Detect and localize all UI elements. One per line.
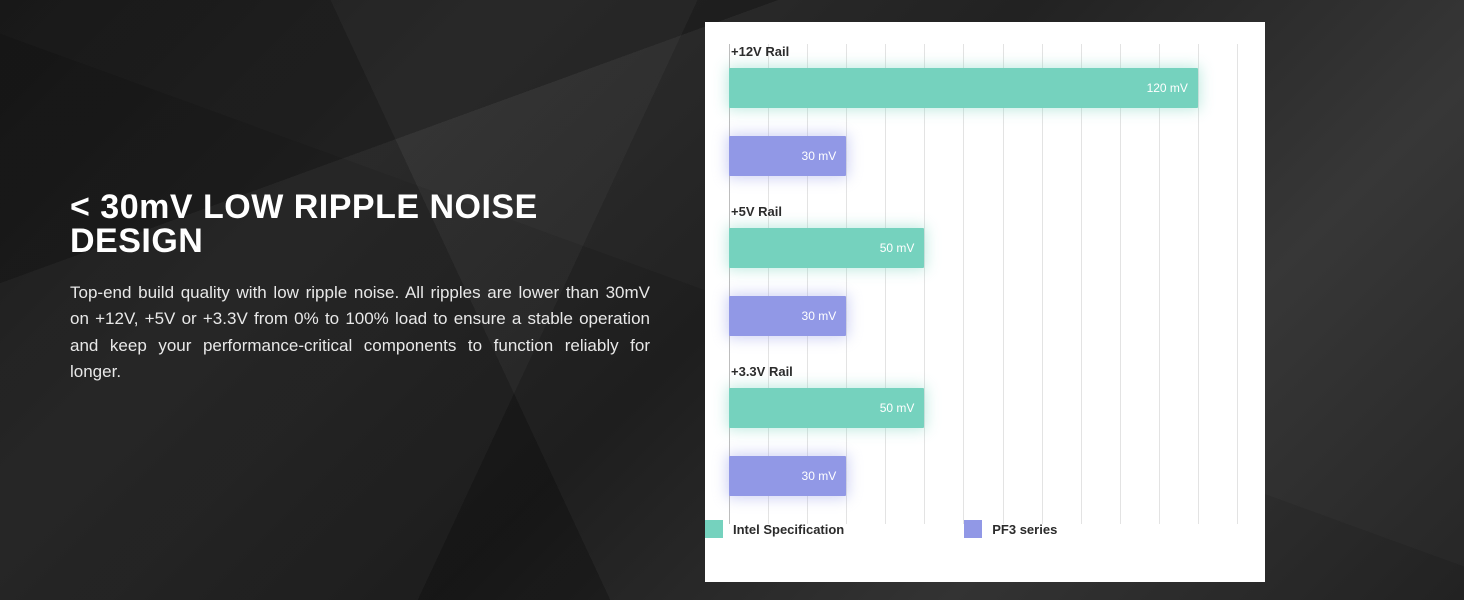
bar-pf3: 30 mV (729, 456, 846, 496)
grid-line (1159, 44, 1160, 524)
chart-card: +12V Rail 120 mV 30 mV +5V Rail 50 mV 30 mV +3… (705, 22, 1265, 582)
legend-label-intel: Intel Specification (733, 522, 844, 537)
grid-line (924, 44, 925, 524)
grid-line (963, 44, 964, 524)
legend-swatch-pf3 (964, 520, 982, 538)
legend-item-pf3: PF3 series (964, 520, 1057, 538)
grid-line (1081, 44, 1082, 524)
grid-line (807, 44, 808, 524)
bar-pf3: 30 mV (729, 296, 846, 336)
grid-line (1042, 44, 1043, 524)
grid-line (1198, 44, 1199, 524)
body-copy: Top-end build quality with low ripple no… (70, 280, 650, 385)
bar-intel: 50 mV (729, 388, 924, 428)
bar-intel: 120 mV (729, 68, 1198, 108)
headline: < 30mV LOW RIPPLE NOISE DESIGN (70, 190, 650, 258)
group-label: +3.3V Rail (731, 364, 793, 379)
chart-legend: Intel Specification PF3 series (705, 520, 1265, 538)
left-text-panel: < 30mV LOW RIPPLE NOISE DESIGN Top-end b… (70, 190, 650, 385)
group-label: +5V Rail (731, 204, 782, 219)
legend-label-pf3: PF3 series (992, 522, 1057, 537)
legend-item-intel: Intel Specification (705, 520, 844, 538)
bar-intel: 50 mV (729, 228, 924, 268)
group-label: +12V Rail (731, 44, 789, 59)
grid-line (846, 44, 847, 524)
y-axis-line (729, 44, 730, 524)
legend-swatch-intel (705, 520, 723, 538)
grid-line (1120, 44, 1121, 524)
grid-line (885, 44, 886, 524)
grid-line (768, 44, 769, 524)
bar-pf3: 30 mV (729, 136, 846, 176)
grid-line (1237, 44, 1238, 524)
chart-plot-area: +12V Rail 120 mV 30 mV +5V Rail 50 mV 30 mV +3… (729, 44, 1237, 524)
grid-line (1003, 44, 1004, 524)
